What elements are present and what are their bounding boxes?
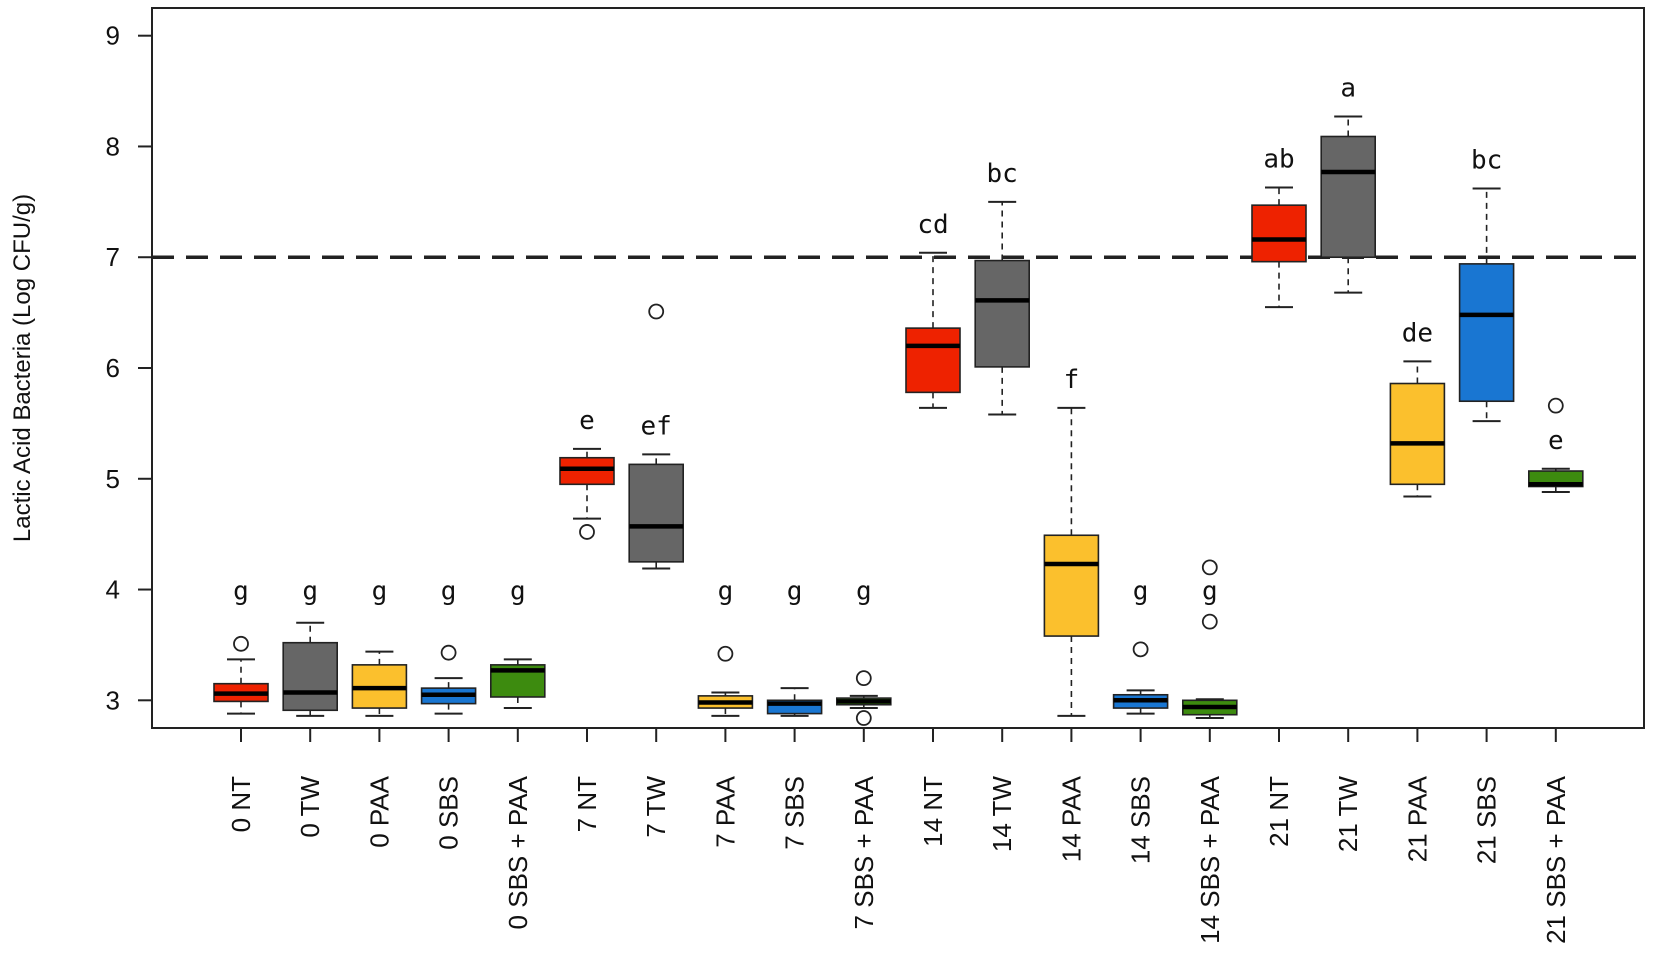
significance-letter: f [1064, 365, 1080, 395]
x-category-label: 21 SBS [1472, 776, 1502, 864]
significance-letter: g [441, 577, 457, 607]
significance-letter: e [579, 406, 595, 436]
significance-letter: g [1202, 577, 1218, 607]
x-category-label: 7 PAA [710, 775, 740, 847]
x-category-label: 0 TW [295, 776, 325, 838]
x-category-label: 7 SBS + PAA [849, 775, 879, 929]
box-iqr [282, 641, 339, 712]
box-iqr [1389, 382, 1446, 486]
significance-letter: g [372, 577, 388, 607]
y-tick-label: 3 [106, 685, 120, 715]
x-category-label: 21 PAA [1402, 775, 1432, 862]
x-category-label: 21 TW [1333, 776, 1363, 853]
x-category-label: 21 SBS + PAA [1541, 775, 1571, 944]
significance-letter: ab [1263, 144, 1294, 174]
significance-letter: g [302, 577, 318, 607]
x-category-label: 14 TW [987, 776, 1017, 853]
outlier-point [1547, 397, 1564, 414]
significance-letter: g [510, 577, 526, 607]
x-category-label: 14 PAA [1056, 775, 1086, 862]
y-tick-label: 6 [106, 353, 120, 383]
x-category-label: 7 TW [641, 776, 671, 838]
significance-letter: g [856, 577, 872, 607]
box-iqr [974, 259, 1031, 368]
significance-letter: de [1402, 318, 1433, 348]
significance-letter: bc [987, 159, 1018, 189]
plot-frame [151, 7, 1645, 729]
y-tick-label: 4 [106, 575, 120, 605]
significance-letter: g [718, 577, 734, 607]
box-iqr [1458, 263, 1515, 403]
box-iqr [905, 327, 961, 394]
x-category-label: 7 NT [572, 776, 602, 832]
outlier-point [648, 303, 665, 320]
x-category-label: 0 PAA [364, 775, 394, 847]
x-category-label: 0 SBS + PAA [503, 775, 533, 929]
significance-letter: bc [1471, 146, 1502, 176]
outlier-point [1132, 641, 1149, 658]
x-category-label: 0 SBS [434, 776, 464, 850]
box-iqr [1043, 534, 1100, 637]
significance-letter: a [1340, 74, 1356, 104]
x-category-label: 0 NT [226, 776, 256, 832]
box-iqr [1251, 204, 1307, 263]
outlier-point [233, 635, 249, 652]
x-category-label: 14 SBS [1126, 776, 1156, 864]
x-category-label: 7 SBS [780, 776, 810, 850]
y-tick-label: 5 [106, 464, 120, 494]
significance-letter: e [1548, 426, 1564, 456]
y-axis-title: Lactic Acid Bacteria (Log CFU/g) [9, 194, 36, 542]
y-tick-label: 7 [106, 242, 120, 272]
significance-letter: ef [641, 411, 672, 441]
box-iqr [628, 463, 685, 563]
significance-letter: cd [917, 210, 948, 240]
y-tick-label: 8 [106, 131, 120, 161]
x-category-label: 21 NT [1264, 776, 1294, 847]
outlier-point [579, 524, 595, 540]
box-iqr [1320, 135, 1376, 259]
x-category-label: 14 NT [918, 776, 948, 847]
outlier-point [855, 710, 872, 726]
outlier-point [440, 644, 457, 661]
outlier-point [855, 670, 872, 687]
significance-letter: g [1133, 577, 1149, 607]
outlier-point [717, 645, 734, 662]
significance-letter: g [233, 577, 249, 607]
y-tick-label: 9 [106, 21, 120, 51]
x-category-label: 14 SBS + PAA [1195, 775, 1225, 944]
significance-letter: g [787, 577, 803, 607]
outlier-point [1201, 613, 1218, 630]
outlier-point [1201, 559, 1218, 576]
